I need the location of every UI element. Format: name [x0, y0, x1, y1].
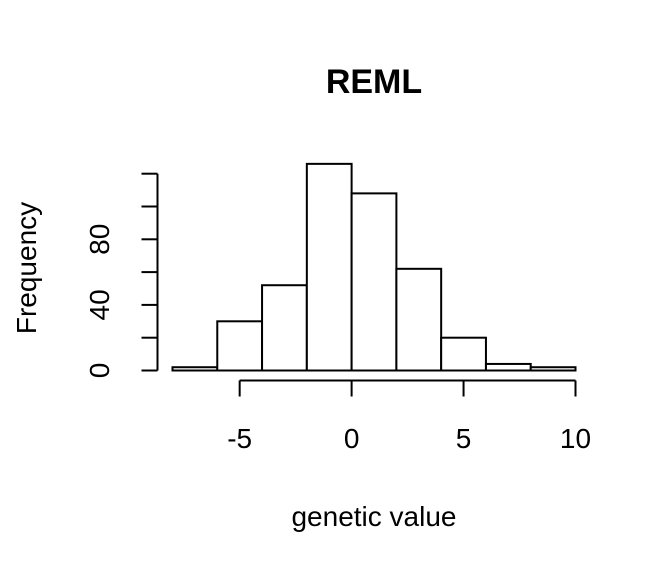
histogram-bar: [484, 362, 532, 372]
y-axis: 0 40 80: [84, 172, 159, 379]
histogram-bar: [305, 162, 353, 372]
histogram-bar: [350, 192, 398, 372]
x-axis-label: genetic value: [291, 501, 456, 532]
x-tick-label: -5: [227, 423, 252, 454]
y-tick-label: 40: [84, 289, 115, 320]
histogram-bar: [440, 336, 487, 372]
y-tick-label: 80: [84, 224, 115, 255]
histogram-bar: [529, 366, 577, 372]
bars-group: [171, 162, 577, 372]
histogram-bar: [395, 267, 443, 372]
x-axis: -5 0 5 10: [227, 379, 591, 454]
chart-title: REML: [326, 63, 422, 101]
y-tick-label: 0: [84, 363, 115, 379]
x-tick-label: 5: [456, 423, 472, 454]
y-axis-label: Frequency: [11, 202, 42, 334]
histogram-bar: [216, 320, 264, 372]
x-tick-label: 0: [344, 423, 360, 454]
histogram-bar: [171, 366, 219, 372]
x-tick-label: 10: [560, 423, 591, 454]
histogram-bar: [261, 284, 308, 372]
